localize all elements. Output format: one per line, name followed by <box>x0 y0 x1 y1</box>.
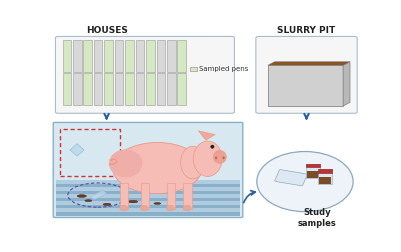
Bar <box>56 212 240 215</box>
FancyBboxPatch shape <box>53 122 243 217</box>
Bar <box>146 40 155 72</box>
FancyBboxPatch shape <box>256 37 357 113</box>
Bar <box>94 40 103 72</box>
Bar <box>318 169 332 184</box>
Polygon shape <box>70 144 84 156</box>
Circle shape <box>257 151 353 212</box>
Ellipse shape <box>213 150 226 164</box>
Bar <box>167 40 176 72</box>
Ellipse shape <box>166 205 174 211</box>
Ellipse shape <box>211 145 214 148</box>
Ellipse shape <box>223 156 225 159</box>
Ellipse shape <box>77 195 87 197</box>
Bar <box>104 40 113 72</box>
Bar <box>94 73 103 105</box>
Ellipse shape <box>215 156 217 159</box>
Polygon shape <box>269 62 348 65</box>
Bar <box>120 183 128 209</box>
Ellipse shape <box>180 146 205 179</box>
Bar <box>125 73 134 105</box>
FancyBboxPatch shape <box>275 170 307 186</box>
Bar <box>306 171 319 178</box>
Ellipse shape <box>113 142 202 194</box>
Bar <box>83 40 92 72</box>
Bar <box>167 73 176 105</box>
Bar <box>61 129 120 176</box>
Bar <box>56 205 240 208</box>
Polygon shape <box>198 131 215 140</box>
Bar <box>83 73 92 105</box>
Text: Sampled pens: Sampled pens <box>199 66 248 72</box>
Bar <box>156 40 165 72</box>
Bar <box>156 73 165 105</box>
Ellipse shape <box>140 205 148 211</box>
Bar <box>56 191 240 194</box>
Bar <box>136 40 144 72</box>
Bar <box>183 183 192 209</box>
Bar <box>63 40 71 72</box>
Bar <box>146 73 155 105</box>
Bar <box>177 40 186 72</box>
Bar <box>56 184 240 187</box>
Polygon shape <box>90 190 107 200</box>
Bar <box>115 73 124 105</box>
Bar <box>318 169 332 173</box>
Text: Study
samples: Study samples <box>298 208 337 228</box>
Bar <box>63 73 71 105</box>
Ellipse shape <box>120 205 128 211</box>
Bar <box>115 40 124 72</box>
Bar <box>73 40 81 72</box>
Ellipse shape <box>183 205 191 211</box>
Polygon shape <box>268 65 343 106</box>
Ellipse shape <box>85 200 92 202</box>
Bar <box>56 198 240 201</box>
Bar <box>177 73 186 105</box>
Bar <box>73 73 81 105</box>
Bar <box>190 67 197 71</box>
Bar <box>125 40 134 72</box>
Bar <box>319 177 331 184</box>
Polygon shape <box>268 62 350 65</box>
Bar <box>167 183 175 209</box>
Bar <box>104 73 113 105</box>
Ellipse shape <box>109 149 142 177</box>
Text: HOUSES: HOUSES <box>86 26 128 35</box>
Ellipse shape <box>128 200 138 203</box>
Bar <box>136 73 144 105</box>
Ellipse shape <box>103 203 111 206</box>
Text: SLURRY PIT: SLURRY PIT <box>277 26 336 35</box>
Bar <box>56 180 240 215</box>
Ellipse shape <box>193 141 222 176</box>
Bar <box>306 164 320 167</box>
Bar <box>306 164 320 178</box>
Polygon shape <box>343 62 350 106</box>
Ellipse shape <box>154 203 161 204</box>
Bar <box>141 183 149 209</box>
FancyBboxPatch shape <box>55 37 235 113</box>
